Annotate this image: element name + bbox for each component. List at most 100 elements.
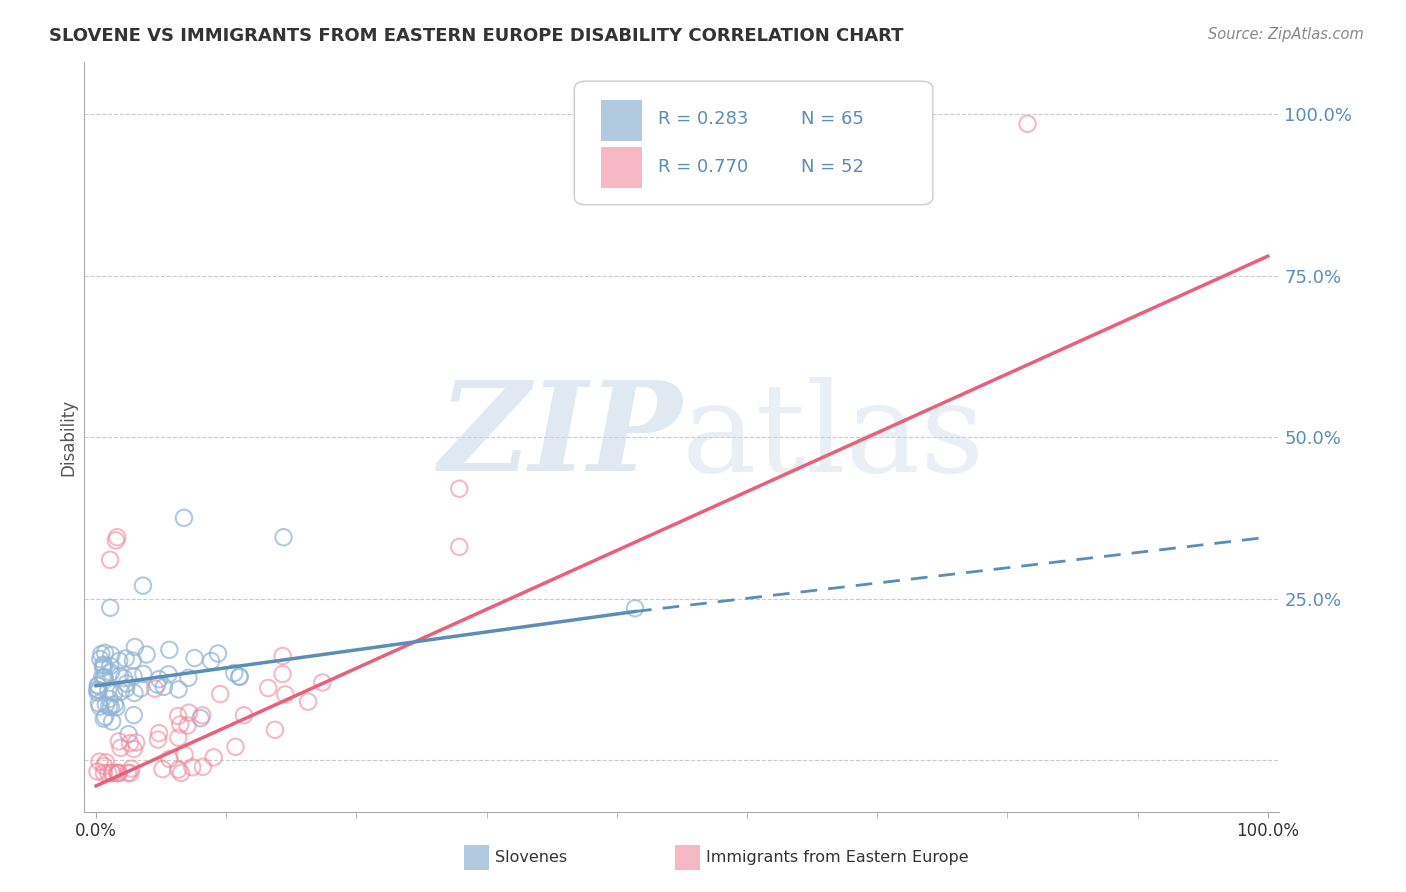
Point: [86, 685, 108, 699]
Point: [94, 709, 117, 723]
Point: [148, 726, 170, 740]
Point: [87, 683, 110, 698]
Point: [190, 711, 212, 725]
Point: [89, 699, 111, 714]
Text: Slovenes: Slovenes: [495, 850, 567, 864]
Point: [115, 676, 138, 690]
Point: [93, 766, 115, 780]
Point: [98, 553, 121, 567]
Point: [122, 669, 145, 683]
Point: [132, 667, 155, 681]
Point: [100, 648, 122, 662]
Point: [115, 681, 138, 696]
Point: [146, 677, 169, 691]
Point: [89, 652, 111, 666]
Point: [153, 680, 176, 694]
Point: [157, 642, 180, 657]
Point: [183, 651, 205, 665]
Point: [124, 686, 146, 700]
Point: [103, 686, 125, 700]
Point: [173, 747, 195, 762]
Point: [105, 530, 128, 544]
Point: [101, 766, 124, 780]
Point: [98, 659, 121, 673]
Point: [132, 579, 155, 593]
Point: [176, 718, 198, 732]
Point: [129, 681, 152, 696]
Bar: [600, 100, 643, 141]
Point: [100, 700, 122, 714]
FancyBboxPatch shape: [575, 81, 934, 205]
Point: [311, 675, 333, 690]
Text: SLOVENE VS IMMIGRANTS FROM EASTERN EUROPE DISABILITY CORRELATION CHART: SLOVENE VS IMMIGRANTS FROM EASTERN EUROP…: [49, 27, 904, 45]
Point: [449, 482, 471, 496]
Point: [93, 712, 115, 726]
Point: [120, 762, 142, 776]
Point: [117, 766, 139, 780]
Point: [87, 678, 110, 692]
Text: Immigrants from Eastern Europe: Immigrants from Eastern Europe: [706, 850, 969, 864]
Point: [202, 750, 225, 764]
Point: [93, 671, 115, 685]
Point: [209, 687, 232, 701]
Point: [169, 717, 191, 731]
Point: [120, 766, 142, 780]
Point: [167, 763, 190, 777]
Point: [87, 679, 110, 693]
Point: [229, 670, 252, 684]
Point: [157, 752, 180, 766]
Point: [105, 766, 128, 780]
Bar: [600, 147, 643, 188]
Point: [107, 766, 129, 780]
Point: [271, 667, 294, 681]
Point: [105, 533, 127, 548]
Point: [98, 600, 121, 615]
Point: [107, 766, 129, 780]
Point: [148, 672, 170, 686]
Point: [97, 766, 120, 780]
Point: [173, 511, 195, 525]
Point: [98, 692, 121, 706]
Point: [170, 766, 193, 780]
Point: [110, 684, 132, 698]
Point: [93, 658, 115, 673]
Point: [93, 759, 115, 773]
Point: [152, 762, 174, 776]
Text: R = 0.283: R = 0.283: [658, 111, 748, 128]
Point: [200, 654, 222, 668]
Point: [124, 640, 146, 654]
Point: [233, 708, 256, 723]
Point: [146, 732, 169, 747]
Point: [624, 601, 647, 615]
Point: [94, 646, 117, 660]
Point: [181, 760, 204, 774]
Point: [191, 708, 214, 723]
Point: [177, 671, 200, 685]
Point: [86, 764, 108, 779]
Point: [157, 667, 180, 681]
Point: [207, 647, 229, 661]
Point: [273, 530, 295, 544]
Point: [177, 706, 200, 720]
Point: [167, 709, 190, 723]
Point: [224, 739, 246, 754]
Point: [98, 699, 121, 714]
Point: [91, 657, 114, 672]
Point: [100, 665, 122, 680]
Point: [91, 670, 114, 684]
Point: [112, 671, 135, 685]
Point: [110, 740, 132, 755]
Point: [118, 736, 141, 750]
Point: [135, 648, 157, 662]
Point: [105, 700, 128, 714]
Point: [89, 755, 111, 769]
Point: [94, 756, 117, 770]
Point: [108, 668, 131, 682]
Point: [122, 708, 145, 723]
Point: [97, 683, 120, 698]
Point: [271, 648, 294, 663]
Point: [101, 766, 124, 780]
Point: [224, 666, 246, 681]
Point: [143, 681, 166, 696]
Point: [167, 682, 190, 697]
